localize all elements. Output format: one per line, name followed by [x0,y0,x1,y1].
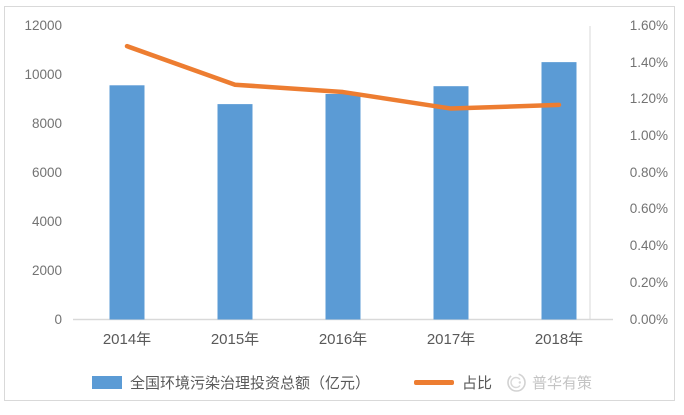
y-right-tick-label: 1.60% [629,18,668,33]
y-right-tick-label: 1.20% [629,91,668,107]
x-tick-label: 2015年 [210,331,260,348]
y-right-tick-label: 1.40% [629,54,668,70]
y-right-tick-label: 0.00% [629,311,668,327]
y-right-tick-label: 1.00% [629,128,668,144]
x-tick-label: 2017年 [426,331,476,348]
y-left-tick-label: 12000 [24,18,62,33]
y-left-tick-label: 6000 [31,164,62,180]
x-tick-label: 2018年 [534,331,584,348]
bar-2015年 [217,104,253,320]
y-right-tick-label: 0.60% [629,201,668,217]
legend-item-investment: 全国环境污染治理投资总额（亿元） [91,372,370,393]
x-tick-label: 2014年 [102,331,152,348]
bar-2018年 [541,62,577,320]
legend: 全国环境污染治理投资总额（亿元） 占比 普华有策 [0,372,684,393]
y-right-tick-label: 0.20% [629,274,668,290]
x-tick-label: 2016年 [318,331,368,348]
y-left-tick-label: 0 [54,311,62,327]
bar-2016年 [325,93,361,320]
watermark-label: 普华有策 [532,375,593,392]
line-series [124,43,562,111]
legend-investment-label: 全国环境污染治理投资总额（亿元） [129,375,370,392]
y-right-tick-label: 0.40% [629,238,668,254]
legend-ratio-label: 占比 [461,375,492,392]
y-left-tick-label: 10000 [24,66,62,82]
y-left-tick-label: 4000 [31,213,62,229]
bar-2017年 [433,86,469,320]
legend-line-swatch [413,380,454,385]
watermark: 普华有策 [506,372,592,393]
legend-item-ratio: 占比 [413,372,492,393]
puhua-logo-icon [507,373,526,392]
y-left-tick-label: 2000 [31,262,62,278]
legend-bar-swatch [91,376,122,389]
y-left-tick-label: 8000 [31,115,62,131]
y-right-tick-label: 0.80% [629,164,668,180]
bar-2014年 [109,85,145,320]
